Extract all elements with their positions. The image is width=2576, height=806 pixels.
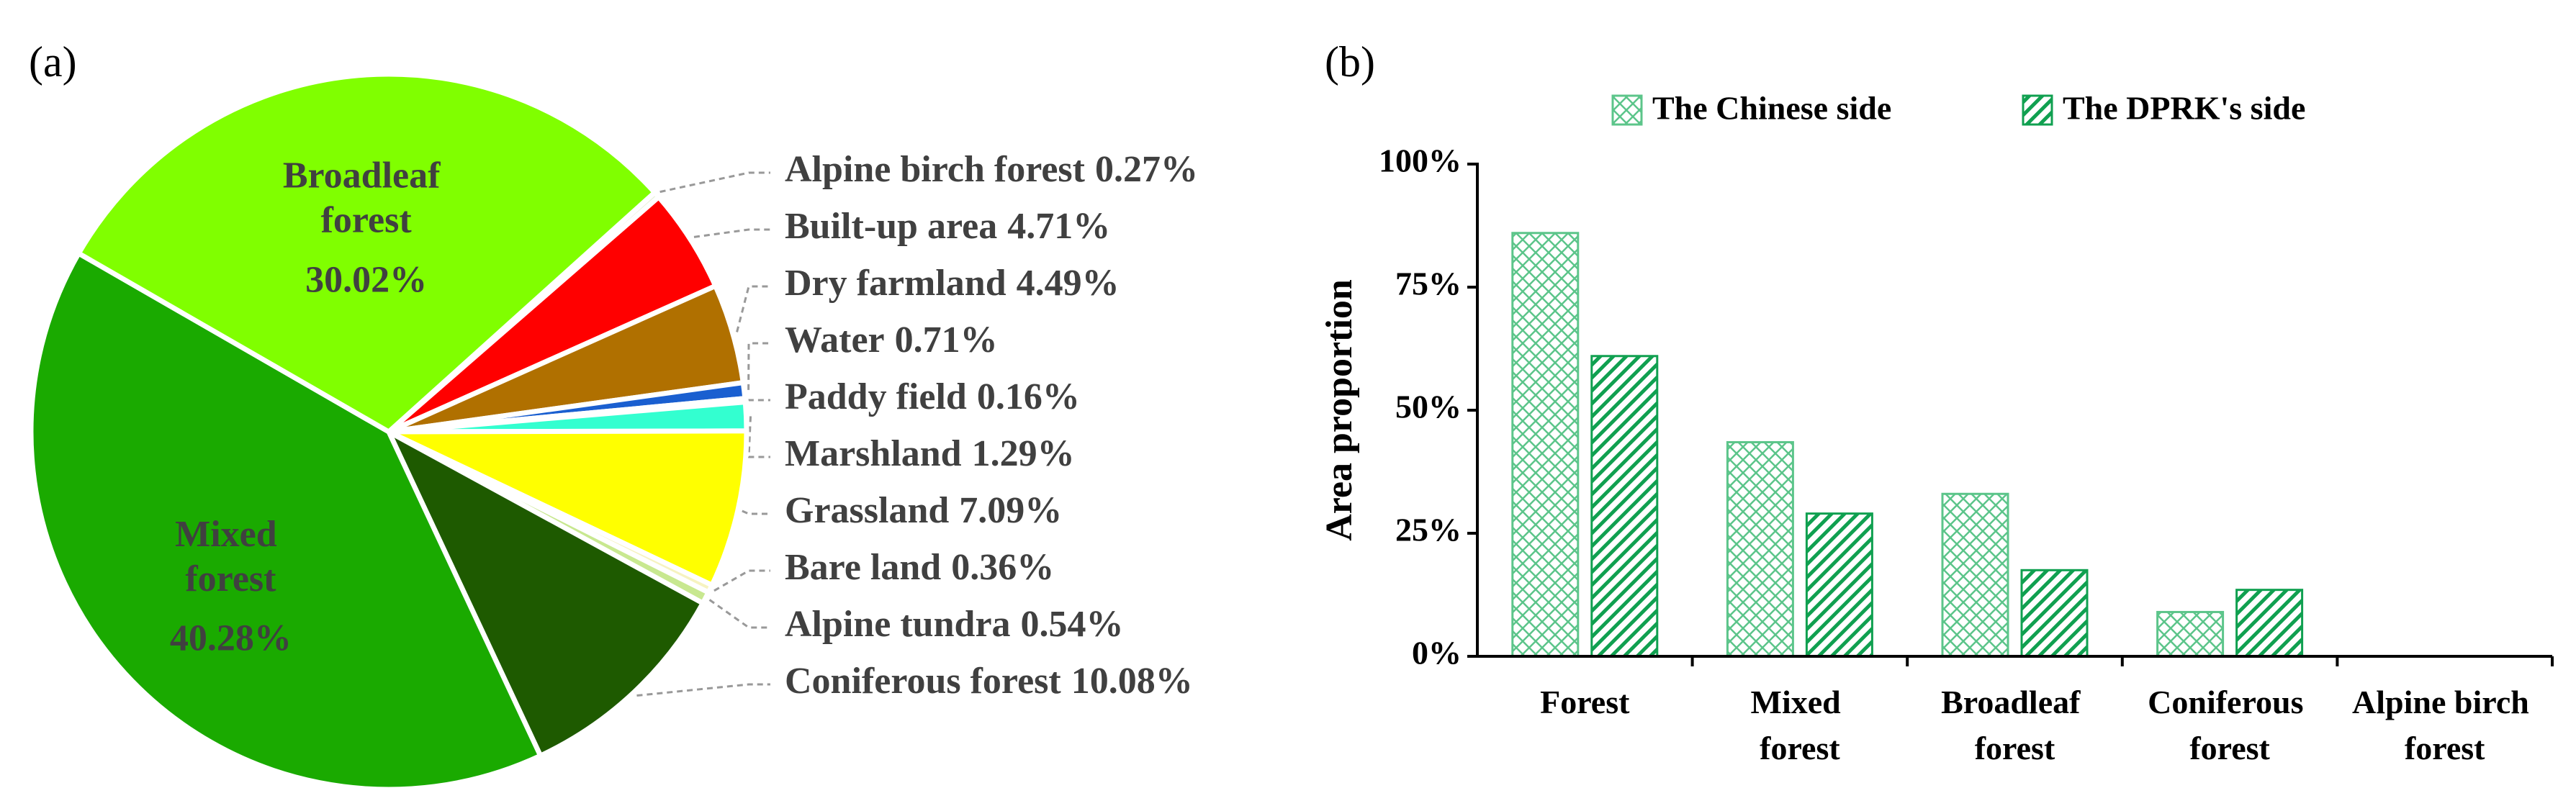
- slice-value-label: 0.27%: [1095, 149, 1198, 190]
- slice-value-label: 0.54%: [1021, 604, 1124, 645]
- bar: [2235, 589, 2304, 658]
- category-name: Paddy field: [785, 376, 967, 417]
- x-tick-label: Forest: [1540, 684, 1630, 720]
- x-tick-label: Alpine birch forest: [2352, 684, 2537, 766]
- panel-label: (b): [1325, 38, 1375, 86]
- category-name: Built-up area: [785, 206, 997, 247]
- legend-swatch: [2022, 94, 2053, 126]
- slice-value-label: 0.71%: [895, 320, 998, 361]
- x-tick-label: Coniferous forest: [2148, 684, 2312, 766]
- slice-value-label: 10.08%: [1071, 661, 1193, 702]
- pie-slice: [28, 250, 544, 792]
- leader-line: [713, 569, 770, 592]
- slice-label: Alpine birch forest 0.27%: [785, 149, 1198, 190]
- leader-line: [659, 171, 770, 194]
- slice-value-label: 0.36%: [951, 547, 1054, 588]
- leader-line: [742, 510, 770, 515]
- bar: [2020, 569, 2089, 658]
- slice-label: Marshland 1.29%: [785, 433, 1075, 474]
- category-name: Alpine birch forest: [785, 149, 1086, 190]
- pie-slice: [383, 425, 706, 759]
- slice-label: Water 0.71%: [785, 320, 998, 361]
- slice-label: Alpine tundra 0.54%: [785, 604, 1124, 645]
- slice-label: Bare land 0.36%: [785, 547, 1054, 588]
- slice-value-label: 1.29%: [972, 433, 1075, 474]
- category-name: Marshland: [785, 433, 962, 474]
- x-tick-label: Broadleaf forest: [1941, 684, 2089, 766]
- slice-label: Dry farmland 4.49%: [785, 263, 1120, 304]
- bar: [1590, 355, 1659, 658]
- bar: [1805, 512, 1873, 658]
- slice-value-label: 4.71%: [1007, 206, 1110, 247]
- x-tick-label: Mixed forest: [1751, 684, 1850, 766]
- slice-label: Mixed forest: [175, 514, 287, 599]
- category-name: Grassland: [785, 490, 949, 531]
- category-name: Water: [785, 320, 885, 361]
- leader-line: [736, 285, 770, 332]
- bar: [1511, 232, 1580, 658]
- y-tick-label: 100%: [1379, 142, 1462, 179]
- legend-label: The DPRK's side: [2063, 90, 2305, 127]
- slice-value-label: 30.02%: [305, 259, 427, 300]
- bar: [2156, 610, 2225, 658]
- y-tick-label: 25%: [1395, 512, 1462, 548]
- leader-line: [693, 228, 770, 238]
- y-axis-label: Area proportion: [1319, 279, 1360, 541]
- leader-line: [747, 342, 770, 390]
- slice-value-label: 0.16%: [977, 376, 1080, 417]
- slice-label: Grassland 7.09%: [785, 490, 1062, 531]
- panel-label: (a): [29, 38, 77, 86]
- pie-slice: [387, 428, 749, 589]
- bar: [1726, 440, 1794, 658]
- slice-label: Broadleaf forest: [283, 155, 450, 240]
- bar: [1941, 492, 2009, 658]
- y-tick-label: 0%: [1412, 635, 1462, 671]
- slice-value-label: 40.28%: [170, 618, 292, 659]
- legend-swatch: [1611, 94, 1643, 126]
- slice-label: Built-up area 4.71%: [785, 206, 1110, 247]
- slice-value-label: 4.49%: [1017, 263, 1120, 304]
- category-name: Dry farmland: [785, 263, 1006, 304]
- slice-value-label: 7.09%: [959, 490, 1062, 531]
- slice-label: Coniferous forest 10.08%: [785, 661, 1193, 702]
- category-name: Alpine tundra: [785, 604, 1011, 645]
- y-tick-label: 50%: [1395, 389, 1462, 425]
- y-tick-label: 75%: [1395, 266, 1462, 302]
- category-name: Bare land: [785, 547, 941, 588]
- leader-line: [747, 416, 770, 458]
- pie-slice: [75, 71, 659, 435]
- leader-line: [636, 683, 770, 697]
- slice-label: Paddy field 0.16%: [785, 376, 1080, 417]
- legend-label: The Chinese side: [1652, 90, 1891, 127]
- category-name: Coniferous forest: [785, 661, 1061, 702]
- leader-line: [708, 599, 770, 629]
